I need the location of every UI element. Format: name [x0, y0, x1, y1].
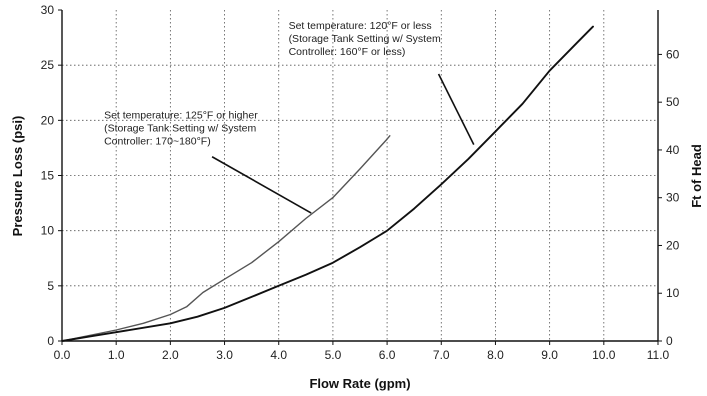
x-tick-label: 11.0	[647, 348, 670, 362]
annotation-text-2-line-1: Set temperature: 120°F or less	[289, 20, 432, 32]
y-axis-title: Pressure Loss (psi)	[10, 116, 25, 237]
tick-labels: 0.0 1.0 2.0 3.0 4.0 5.0 6.0 7.0 8.0 9.0 10.0 11.005…	[41, 3, 680, 362]
x-tick-label: 3.0	[216, 348, 233, 362]
y-tick-label: 20	[41, 113, 55, 127]
annotation-text-2-line-3: Controller: 160°F or less)	[289, 46, 406, 58]
y2-tick-label: 30	[666, 191, 680, 205]
annotation-text-1-line-3: Controller: 170~180°F)	[104, 136, 211, 148]
x-tick-label: 9.0	[541, 348, 558, 362]
x-tick-label: 10.0	[592, 348, 616, 362]
y2-axis-title: Ft of Head	[689, 144, 704, 208]
y-tick-label: 10	[41, 224, 55, 238]
x-tick-label: 8.0	[487, 348, 504, 362]
x-axis-title: Flow Rate (gpm)	[309, 376, 410, 391]
annotation-text-1-line-1: Set temperature: 125°F or higher	[104, 110, 258, 122]
annotation-leader-2	[437, 73, 475, 145]
x-tick-label: 2.0	[162, 348, 179, 362]
y2-tick-label: 20	[666, 238, 680, 252]
grid	[62, 10, 658, 341]
annotation-text-1-line-2: (Storage Tank Setting w/ System	[104, 123, 256, 135]
x-tick-label: 6.0	[379, 348, 396, 362]
y2-tick-label: 50	[666, 95, 680, 109]
x-tick-label: 5.0	[325, 348, 342, 362]
y-tick-label: 0	[47, 334, 54, 348]
y2-tick-label: 10	[666, 286, 680, 300]
y-tick-label: 15	[41, 169, 55, 183]
annotation-text-2-line-2: (Storage Tank Setting w/ System	[289, 33, 441, 45]
y-tick-label: 25	[41, 58, 55, 72]
y2-tick-label: 40	[666, 143, 680, 157]
series-lines	[61, 25, 594, 342]
x-tick-label: 1.0	[108, 348, 125, 362]
axes	[58, 9, 662, 345]
y-tick-label: 5	[47, 279, 54, 293]
series-line-1	[61, 135, 391, 342]
annotations: Set temperature: 125°F or higher(Storage…	[104, 20, 475, 214]
series-line-2	[61, 25, 594, 342]
y2-tick-label: 60	[666, 47, 680, 61]
y2-tick-label: 0	[666, 334, 673, 348]
y-tick-label: 30	[41, 3, 55, 17]
x-tick-label: 0.0	[54, 348, 71, 362]
x-tick-label: 4.0	[270, 348, 287, 362]
annotation-leader-1	[211, 156, 312, 214]
x-tick-label: 7.0	[433, 348, 450, 362]
